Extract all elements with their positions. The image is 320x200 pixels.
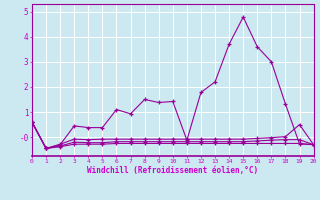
X-axis label: Windchill (Refroidissement éolien,°C): Windchill (Refroidissement éolien,°C)	[87, 166, 258, 175]
